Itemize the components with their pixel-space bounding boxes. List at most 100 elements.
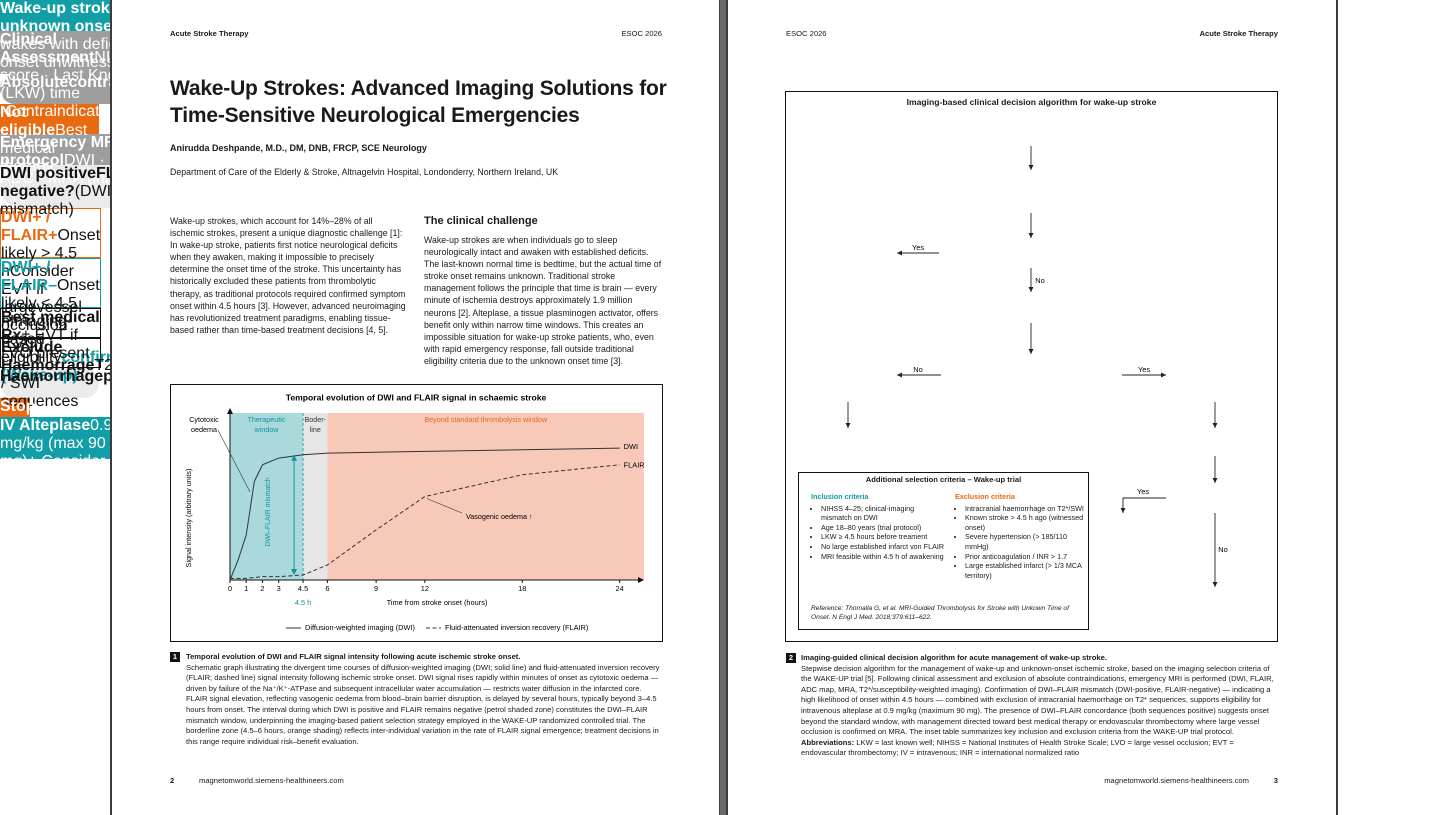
onset-label: 4.5 h xyxy=(295,598,311,607)
node-text: Clinical Assessment xyxy=(0,31,95,66)
node-text: 0.9 mg/kg (max 90 mg) xyxy=(0,417,113,470)
abbreviations-label: Abbreviations: xyxy=(801,737,855,747)
arrow-head xyxy=(1028,233,1034,238)
criterion: Prior anticoagulation / INR > 1.7 xyxy=(965,552,1085,562)
criterion: LKW ≥ 4.5 hours before treament xyxy=(821,532,946,542)
region-label: Boder- xyxy=(304,415,326,424)
criterion: MRI feasible within 4.5 h of awakening xyxy=(821,552,946,562)
x-tick-label: 6 xyxy=(325,584,329,593)
section-paragraph: Wake-up strokes are when individuals go … xyxy=(424,235,662,366)
running-header: Acute Stroke Therapy xyxy=(170,29,249,38)
criterion: Known stroke > 4.5 h ago (witnessed onse… xyxy=(965,513,1085,532)
chart-title: Temporal evolution of DWI and FLAIR sign… xyxy=(286,392,547,402)
arrow-head xyxy=(1028,287,1034,292)
edge-label: Yes xyxy=(1137,487,1149,496)
annotation: Vasogenic oedema ↑ xyxy=(466,512,533,521)
edge-label: Yes xyxy=(1138,365,1150,374)
edge-label: Yes xyxy=(912,243,924,252)
node-text: DWI+ / FLAIR+ xyxy=(1,209,58,244)
region-label: window xyxy=(254,425,280,434)
inclusion-heading: Inclusion criteria xyxy=(811,492,869,501)
arrow-head xyxy=(1120,508,1126,513)
series-line xyxy=(229,447,620,581)
figure-frame xyxy=(170,384,663,642)
figure-frame xyxy=(785,91,1278,642)
running-header: ESOC 2026 xyxy=(786,29,827,38)
arrow-head xyxy=(1028,349,1034,354)
inset-frame xyxy=(798,472,1089,630)
node-text: Haemorrhage xyxy=(0,368,104,385)
x-axis-label: Time from stroke onset (hours) xyxy=(387,598,488,607)
node-text: DWI positive xyxy=(0,165,97,182)
criterion: Intracranial haemorrhage on T2*/SWI xyxy=(965,504,1085,514)
shaded-region xyxy=(327,413,644,580)
arrow-head xyxy=(1212,423,1218,428)
node-text: Absolute xyxy=(0,74,69,91)
running-header: ESOC 2026 xyxy=(621,29,662,38)
author: Anirudda Deshpande, M.D., DM, DNB, FRCP,… xyxy=(170,143,427,153)
x-tick-label: 1 xyxy=(244,584,248,593)
arrow-head xyxy=(1028,165,1034,170)
node-text: + Consider EVT if LVO on MRA xyxy=(0,453,106,506)
figure-number: 2 xyxy=(786,653,796,663)
shaded-region xyxy=(303,413,328,580)
exclusion-list: Intracranial haemorrhage on T2*/SWIKnown… xyxy=(955,504,1085,581)
footer-url: magnetomworld.siemens-healthineers.com xyxy=(199,776,344,785)
criterion: No large established infarct von FLAIR xyxy=(821,542,946,552)
criterion: Age 18–80 years (trial protocol) xyxy=(821,523,946,533)
mismatch-label: DWI–FLAIR mismatch xyxy=(265,477,272,546)
annotation-pointer xyxy=(426,498,463,514)
arrow-head xyxy=(1212,478,1218,483)
flow-node: Stop xyxy=(0,398,36,417)
criterion: Severe hypertension (> 185/110 mmHg) xyxy=(965,532,1085,551)
caption-text: Schematic graph illustrating the diverge… xyxy=(186,662,660,746)
series-end-label: FLAIR xyxy=(624,461,645,470)
arrow-head xyxy=(897,250,902,256)
edge-label: No xyxy=(1035,276,1044,285)
figure-title: Imaging-based clinical decision algorith… xyxy=(906,97,1157,107)
flow-node: IV Alteplase0.9 mg/kg (max 90 mg)+ Consi… xyxy=(0,417,116,506)
node-text: Onset likely > 4.5 h xyxy=(1,227,101,280)
x-tick-label: 4.5 xyxy=(298,584,308,593)
figure-caption: Temporal evolution of DWI and FLAIR sign… xyxy=(186,652,664,747)
inclusion-list: NIHSS 4–25; clinical-imaging mismatch on… xyxy=(811,504,946,562)
x-tick-label: 24 xyxy=(616,584,624,593)
edge-label: No xyxy=(1218,545,1227,554)
axis-arrow xyxy=(638,577,644,583)
node-text: Stop xyxy=(0,398,36,415)
node-text: DWI+ / FLAIR– xyxy=(1,259,57,294)
page-gap xyxy=(720,0,727,815)
criterion: NIHSS 4–25; clinical-imaging mismatch on… xyxy=(821,504,946,523)
series-end-label: DWI xyxy=(624,442,638,451)
intro-paragraph: Wake-up strokes, which account for 14%–2… xyxy=(170,216,406,335)
figure-caption: Imaging-guided clinical decision algorit… xyxy=(801,653,1279,759)
arrow-head xyxy=(1161,372,1166,378)
exclusion-criteria: Exclusion criteria Intracranial haemorrha… xyxy=(955,492,1085,580)
inset-title: Additional selection criteria – Wake-up … xyxy=(865,475,1022,484)
footer-url: magnetomworld.siemens-healthineers.com xyxy=(1104,776,1249,785)
section-heading: The clinical challenge xyxy=(424,215,538,227)
region-label: Therapeutic xyxy=(248,415,286,424)
affiliation: Department of Care of the Elderly & Stro… xyxy=(170,167,559,177)
x-tick-label: 9 xyxy=(374,584,378,593)
right-page xyxy=(726,0,1338,815)
annotation: Cytotoxic xyxy=(189,415,219,424)
x-tick-label: 12 xyxy=(421,584,429,593)
region-label: line xyxy=(310,425,321,434)
legend-label: Fluid-attenuated inversion recovery (FLA… xyxy=(445,623,588,632)
node-text: Wake-up stroke / unknown onset xyxy=(0,0,128,35)
region-label: Beyond standard thrombolysis window xyxy=(424,415,547,424)
article-title: Wake-Up Strokes: Advanced Imaging Soluti… xyxy=(170,77,667,127)
arrow-head xyxy=(291,568,298,575)
caption-text: Stepwise decision algorithm for the mana… xyxy=(801,663,1274,737)
caption-title: Imaging-guided clinical decision algorit… xyxy=(801,653,1107,662)
x-tick-label: 0 xyxy=(228,584,232,593)
running-header: Acute Stroke Therapy xyxy=(1199,29,1279,38)
reference: Reference: Thomalla G, et al. MRI-Guided… xyxy=(811,605,1069,622)
x-tick-label: 18 xyxy=(518,584,526,593)
arrow-head xyxy=(291,454,298,461)
node-text: IV Alteplase xyxy=(0,417,91,434)
abbreviations: LKW = last known well; NIHSS = National … xyxy=(801,737,1234,758)
